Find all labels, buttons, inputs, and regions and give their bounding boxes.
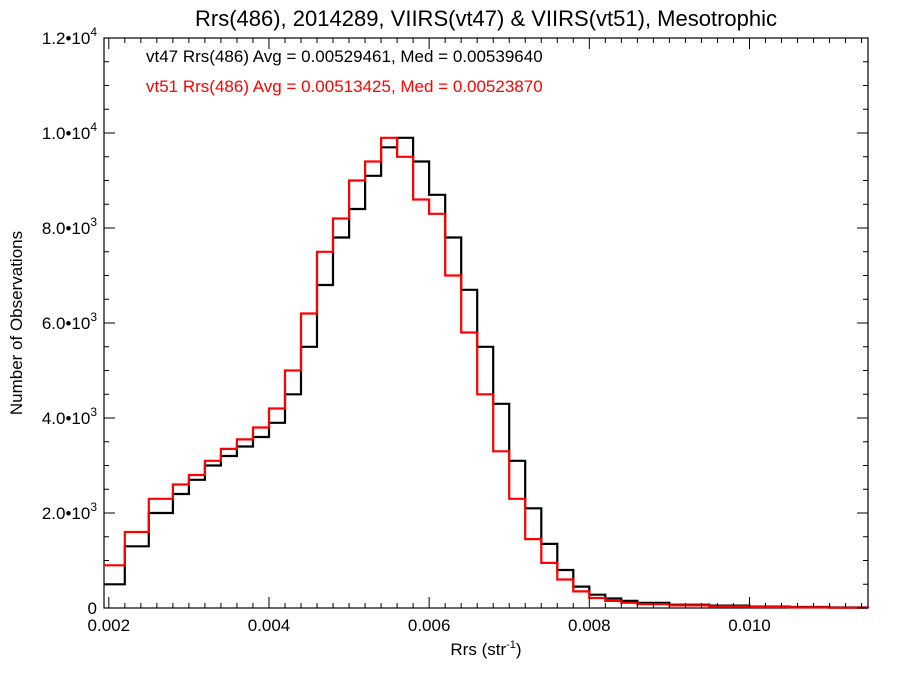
y-tick-mantissa: 4.0•10 [42,409,91,428]
y-tick-exponent: 3 [90,215,97,229]
y-tick-exponent: 4 [90,25,97,39]
x-axis-label-main: Rrs (str [450,640,506,659]
annotation-vt51: vt51 Rrs(486) Avg = 0.00513425, Med = 0.… [146,77,543,96]
x-tick-label: 0.002 [88,616,131,635]
y-tick-mantissa: 1.0•10 [42,124,91,143]
y-tick-label: 8.0•103 [42,215,98,238]
chart-title: Rrs(486), 2014289, VIIRS(vt47) & VIIRS(v… [195,6,777,31]
x-tick-label: 0.006 [408,616,451,635]
y-tick-label: 2.0•103 [42,500,98,523]
y-tick-label: 0 [88,599,97,618]
y-axis-label: Number of Observations [7,231,26,415]
series-line-0 [104,136,870,609]
x-tick-label: 0.008 [568,616,611,635]
y-tick-mantissa: 2.0•10 [42,504,91,523]
x-ticks: 0.002 0.004 0.006 0.008 0.010 [88,38,863,635]
y-tick-mantissa: 6.0•10 [42,314,91,333]
y-ticks: 02.0•1034.0•1036.0•1038.0•1031.0•1041.2•… [42,25,868,618]
x-tick-label: 0.004 [248,616,291,635]
annotation-vt47: vt47 Rrs(486) Avg = 0.00529461, Med = 0.… [146,47,543,66]
y-tick-label: 1.2•104 [42,25,98,48]
series-line-1 [104,136,870,609]
y-tick-label: 6.0•103 [42,310,98,333]
x-axis-label-sup: -1 [506,639,516,651]
y-tick-mantissa: 8.0•10 [42,219,91,238]
y-tick-exponent: 3 [90,310,97,324]
plot-frame [103,37,869,609]
series-layer [104,136,870,609]
y-tick-exponent: 3 [90,405,97,419]
y-tick-label: 4.0•103 [42,405,98,428]
plot-area: 0.002 0.004 0.006 0.008 0.010 02.0•1034.0•10… [42,25,870,635]
x-axis-label-end: ) [516,640,522,659]
y-tick-exponent: 4 [90,120,97,134]
x-tick-label: 0.010 [728,616,771,635]
y-tick-mantissa: 1.2•10 [42,29,91,48]
y-tick-exponent: 3 [90,500,97,514]
x-axis-label: Rrs (str-1) [450,639,521,659]
y-tick-label: 1.0•104 [42,120,98,143]
